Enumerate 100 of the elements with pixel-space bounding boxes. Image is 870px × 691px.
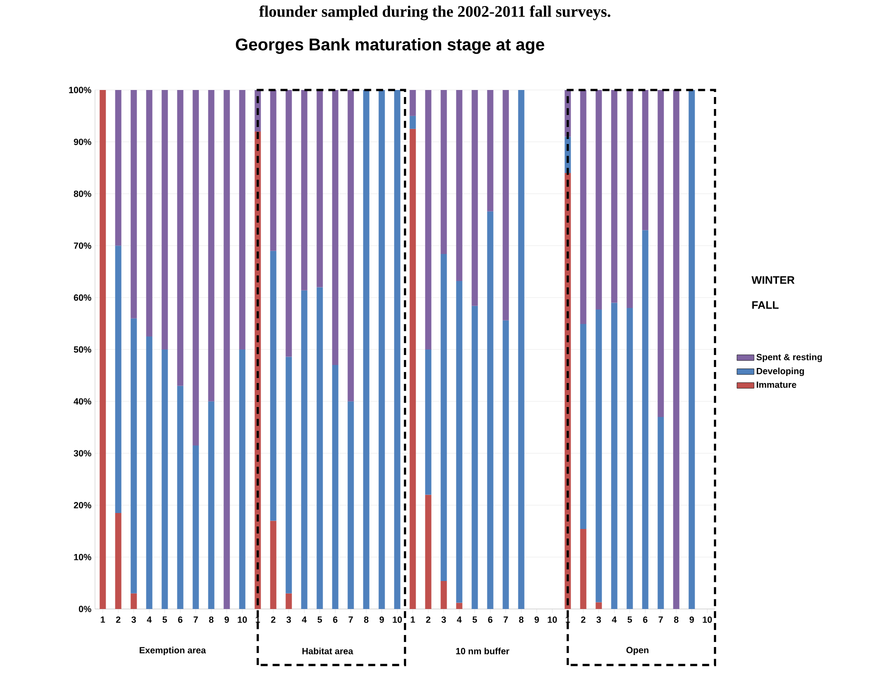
y-tick-label: 100% [69,86,92,94]
bar [316,287,323,609]
bar [626,308,633,609]
bar [580,324,586,530]
bar [440,90,447,254]
x-tick-label: 6 [333,616,338,623]
bar [270,90,276,251]
x-tick-label: 5 [162,616,167,623]
bar [611,302,618,609]
text: Open [626,646,648,656]
text: 10 nm buffer [456,648,510,654]
y-tick-label: 20% [74,502,92,508]
bar [440,254,447,581]
bar [162,90,168,350]
x-tick-label: 7 [348,616,353,623]
bar [626,90,633,308]
bar [658,416,664,609]
bar [456,602,462,609]
x-tick-label: 9 [380,616,384,623]
bar [316,90,323,288]
x-tick-label: 2 [426,616,430,623]
x-tick-label: 1 [100,616,105,623]
legend-label: Spent & resting [756,354,822,362]
x-tick-label: 4 [456,616,462,623]
bar [239,90,246,350]
bar [115,90,122,246]
x-tick-label: 6 [178,616,182,623]
x-tick-label: 3 [131,616,136,623]
bar [596,90,602,310]
bar [363,90,370,609]
bar [348,401,354,609]
x-tick-label: 10 [702,616,712,623]
x-tick-label: 5 [628,616,632,623]
bar [502,320,509,609]
y-tick-label: 60% [74,294,92,301]
text: FALL [752,301,779,309]
y-tick-label: 70% [74,242,92,249]
text: Exemption area [140,646,206,656]
bar [487,211,494,609]
bar [502,90,509,320]
bar [286,593,292,609]
bar [224,90,230,609]
bar [301,290,308,609]
x-tick-label: 3 [286,616,291,623]
bar [440,580,447,609]
text: Habitat area [302,648,354,654]
bar [208,401,214,609]
bar [162,349,168,609]
x-tick-label: 8 [519,616,524,623]
bar [472,306,478,609]
x-tick-label: 1 [410,616,415,623]
x-tick-label: 9 [534,616,539,623]
bar [642,90,648,230]
text: flounder sampled during the 2002-2011 fall surveys. [259,6,610,20]
y-tick-label: 90% [74,138,92,146]
y-tick-label: 0% [78,606,92,612]
bar [130,318,137,594]
bar [286,356,292,594]
bar [487,90,494,212]
x-tick-label: 7 [194,616,198,623]
x-tick-label: 4 [146,616,152,623]
x-tick-label: 10 [238,616,247,623]
x-tick-label: 2 [116,616,120,623]
bar [611,90,618,303]
bar [130,593,137,609]
bar [456,90,462,281]
bar [688,90,695,609]
bar [192,90,199,446]
x-tick-label: 10 [548,616,557,623]
chart-title: Georges Bank maturation stage at age [236,38,544,54]
text: WINTER [752,276,795,284]
y-tick-label: 30% [74,450,92,456]
bar [177,90,184,386]
bar [146,336,152,609]
x-tick-label: 6 [488,616,492,623]
x-tick-label: 7 [504,616,508,623]
bar [270,520,276,609]
bar [286,90,292,357]
x-tick-label: 5 [472,616,477,623]
bar [456,280,462,603]
x-tick-label: 8 [674,616,678,623]
y-tick-label: 40% [74,398,92,405]
bar [394,90,400,609]
x-tick-label: 2 [271,616,276,623]
y-tick-label: 50% [74,346,92,353]
x-tick-label: 8 [209,616,214,623]
x-tick-label: 9 [224,616,229,623]
bar [673,90,680,609]
bar [192,446,199,609]
bar [596,310,602,602]
bar [580,529,586,609]
bar [472,90,478,306]
bar [410,90,416,116]
bar [410,116,416,129]
x-tick-label: 7 [658,616,663,623]
x-tick-label: 4 [302,616,307,623]
y-tick-label: 80% [74,190,92,197]
legend-label: Developing [756,368,804,376]
bar [146,90,152,337]
bar [425,349,432,495]
